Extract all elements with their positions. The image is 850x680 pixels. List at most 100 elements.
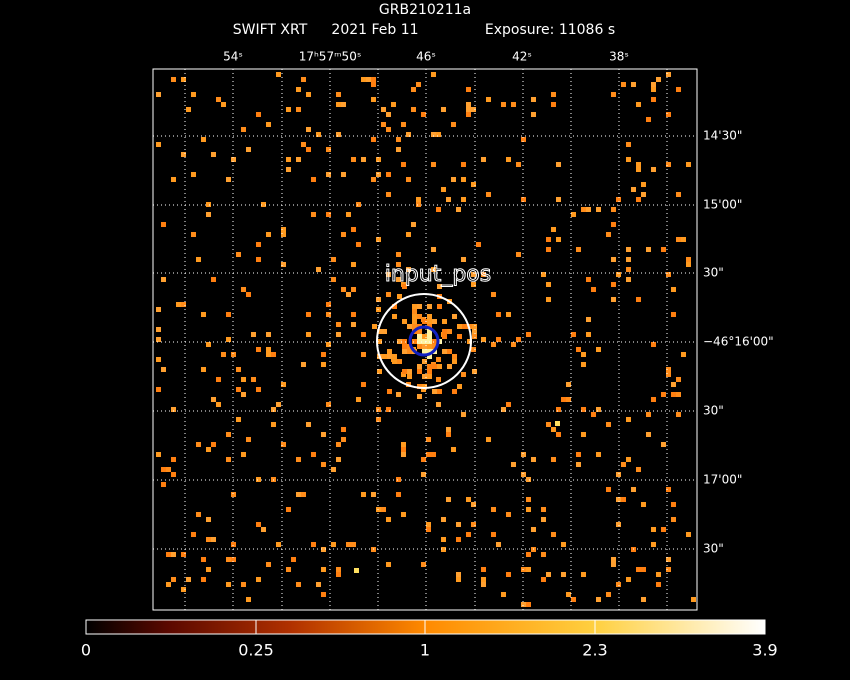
pixel <box>452 314 457 319</box>
pixel <box>431 267 436 272</box>
pixel <box>526 567 531 572</box>
pixel <box>666 567 671 572</box>
pixel <box>457 384 462 389</box>
pixel <box>166 467 171 472</box>
pixel <box>401 442 406 447</box>
pixel <box>246 437 251 442</box>
pixel <box>656 572 661 577</box>
pixel <box>191 232 196 237</box>
pixel <box>636 102 641 107</box>
pixel <box>442 329 447 334</box>
pixel <box>286 107 291 112</box>
pixel <box>386 192 391 197</box>
pixel <box>181 302 186 307</box>
pixel <box>407 344 412 349</box>
pixel <box>281 227 286 232</box>
pixel <box>422 319 427 324</box>
pixel <box>676 192 681 197</box>
pixel <box>171 552 176 557</box>
pixel <box>181 152 186 157</box>
pixel <box>447 364 452 369</box>
pixel <box>456 522 461 527</box>
pixel <box>686 532 691 537</box>
pixel <box>461 372 466 377</box>
pixel <box>636 162 641 167</box>
pixel <box>551 532 556 537</box>
pixel <box>666 112 671 117</box>
pixel <box>516 162 521 167</box>
pixel <box>381 107 386 112</box>
pixel <box>437 389 442 394</box>
pixel <box>636 567 641 572</box>
pixel <box>586 317 591 322</box>
pixel <box>281 232 286 237</box>
pixel <box>226 432 231 437</box>
pixel <box>447 329 452 334</box>
pixel <box>386 127 391 132</box>
pixel <box>501 407 506 412</box>
pixel <box>266 122 271 127</box>
pixel <box>626 142 631 147</box>
pixel <box>446 432 451 437</box>
pixel <box>427 329 432 334</box>
pixel <box>336 102 341 107</box>
pixel <box>641 182 646 187</box>
pixel <box>351 322 356 327</box>
pixel <box>226 457 231 462</box>
pixel <box>296 492 301 497</box>
pixel <box>456 207 461 212</box>
pixel <box>511 102 516 107</box>
pixel <box>226 337 231 342</box>
pixel <box>656 77 661 82</box>
pixel <box>326 302 331 307</box>
colorbar-label: 0 <box>81 641 91 660</box>
pixel <box>241 392 246 397</box>
pixel <box>392 359 397 364</box>
pixel <box>271 407 276 412</box>
pixel <box>341 102 346 107</box>
pixel <box>216 377 221 382</box>
pixel <box>437 364 442 369</box>
pixel <box>436 132 441 137</box>
pixel <box>446 197 451 202</box>
pixel <box>392 314 397 319</box>
pixel <box>371 492 376 497</box>
pixel <box>431 162 436 167</box>
pixel <box>386 172 391 177</box>
pixel <box>401 162 406 167</box>
pixel <box>437 284 442 289</box>
pixel <box>411 222 416 227</box>
pixel <box>486 97 491 102</box>
pixel <box>281 442 286 447</box>
pixel <box>616 522 621 527</box>
pixel <box>417 364 422 369</box>
pixel <box>491 342 496 347</box>
pixel <box>411 107 416 112</box>
pixel <box>651 167 656 172</box>
pixel <box>421 112 426 117</box>
pixel <box>611 222 616 227</box>
pixel <box>576 462 581 467</box>
pixel <box>651 527 656 532</box>
pixel <box>511 462 516 467</box>
pixel <box>661 392 666 397</box>
pixel <box>396 492 401 497</box>
pixel <box>412 324 417 329</box>
pixel <box>516 337 521 342</box>
pixel <box>616 582 621 587</box>
pixel <box>436 357 441 362</box>
pixel <box>226 177 231 182</box>
pixel <box>452 389 457 394</box>
pixel <box>531 457 536 462</box>
pixel <box>591 412 596 417</box>
pixel <box>161 367 166 372</box>
pixel <box>556 407 561 412</box>
pixel <box>171 457 176 462</box>
pixel <box>596 207 601 212</box>
pixel <box>407 374 412 379</box>
pixel <box>246 292 251 297</box>
pixel <box>651 542 656 547</box>
pixel <box>376 157 381 162</box>
dec-label: 30" <box>703 542 724 556</box>
